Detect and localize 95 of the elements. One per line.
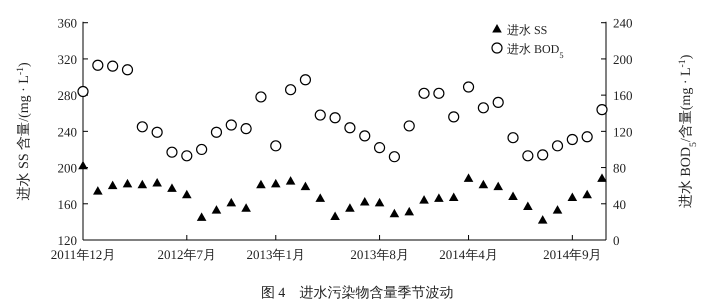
y-tick-label: 200: [58, 160, 77, 176]
point: [196, 144, 208, 156]
point: [448, 111, 460, 122]
point: [390, 208, 400, 218]
point: [300, 182, 310, 190]
point: [270, 140, 282, 152]
point: [522, 150, 534, 162]
point: [78, 160, 88, 170]
point: [388, 151, 400, 162]
y2-tick-label: 40: [613, 196, 626, 212]
point: [241, 203, 251, 212]
point: [315, 193, 326, 202]
point: [226, 198, 236, 206]
y-tick-label: 240: [58, 124, 77, 140]
point: [152, 178, 162, 186]
legend-label: 进水 SS: [507, 23, 548, 37]
point: [538, 215, 548, 224]
point: [226, 119, 237, 131]
point: [286, 176, 296, 185]
point: [507, 132, 519, 144]
point: [508, 192, 518, 200]
point: [493, 182, 503, 190]
point: [582, 131, 593, 142]
point: [552, 205, 562, 214]
point: [210, 126, 222, 138]
x-tick-label: 2014年9月: [543, 247, 602, 262]
point: [182, 190, 192, 198]
point: [552, 140, 564, 152]
point: [181, 150, 192, 162]
y2-tick-label: 0: [613, 233, 620, 248]
x-tick-label: 2013年8月: [350, 247, 409, 262]
point: [448, 192, 459, 201]
point: [108, 180, 118, 190]
point: [462, 81, 474, 93]
point: [256, 180, 266, 188]
point: [345, 203, 355, 212]
point: [138, 180, 148, 188]
point: [597, 173, 607, 182]
point: [537, 149, 548, 160]
point: [359, 130, 370, 142]
point: [93, 186, 103, 195]
point: [596, 104, 608, 116]
point: [255, 91, 267, 103]
point: [270, 178, 281, 188]
y-tick-label: 320: [58, 52, 77, 67]
point: [434, 193, 444, 202]
point: [360, 196, 370, 206]
point: [582, 190, 592, 198]
y2-tick-label: 120: [613, 124, 632, 140]
point: [285, 84, 296, 96]
point: [152, 126, 163, 138]
point: [566, 134, 578, 146]
x-tick-label: 2011年12月: [50, 247, 116, 262]
point: [344, 122, 356, 134]
point: [478, 102, 489, 114]
point: [77, 86, 89, 98]
point: [107, 60, 118, 72]
x-tick-label: 2014年4月: [439, 247, 498, 262]
point: [166, 146, 178, 158]
x-tick-label: 2013年1月: [246, 247, 306, 262]
point: [478, 180, 488, 188]
y-tick-label: 120: [58, 233, 77, 248]
point: [196, 212, 206, 221]
y2-tick-label: 160: [613, 88, 632, 104]
point: [122, 178, 132, 188]
y-tick-label: 280: [58, 88, 77, 104]
point: [433, 88, 444, 99]
y2-tick-label: 200: [613, 52, 632, 67]
y-tick-label: 160: [58, 196, 77, 212]
legend-label: 进水 BOD$_{5}$: [507, 42, 564, 60]
point: [568, 192, 578, 201]
point: [300, 74, 312, 86]
point: [240, 123, 252, 134]
point: [167, 183, 177, 192]
point: [314, 109, 326, 121]
point: [212, 205, 222, 214]
point: [329, 112, 341, 124]
point: [122, 64, 134, 76]
point: [464, 173, 474, 182]
y2-tick-label: 240: [613, 16, 632, 31]
y-tick-label: 360: [58, 16, 77, 31]
point: [492, 96, 504, 108]
point: [374, 142, 386, 154]
x-tick-label: 2012年7月: [158, 247, 216, 262]
point: [418, 88, 430, 99]
y2-tick-label: 80: [613, 160, 626, 176]
point: [419, 195, 429, 204]
point: [404, 206, 414, 216]
point: [523, 202, 533, 210]
point: [374, 198, 384, 206]
point: [136, 121, 148, 132]
point: [404, 120, 415, 132]
point: [330, 211, 340, 220]
text: 图 4 进水污染物含量季节波动: [260, 285, 454, 301]
point: [92, 60, 104, 71]
